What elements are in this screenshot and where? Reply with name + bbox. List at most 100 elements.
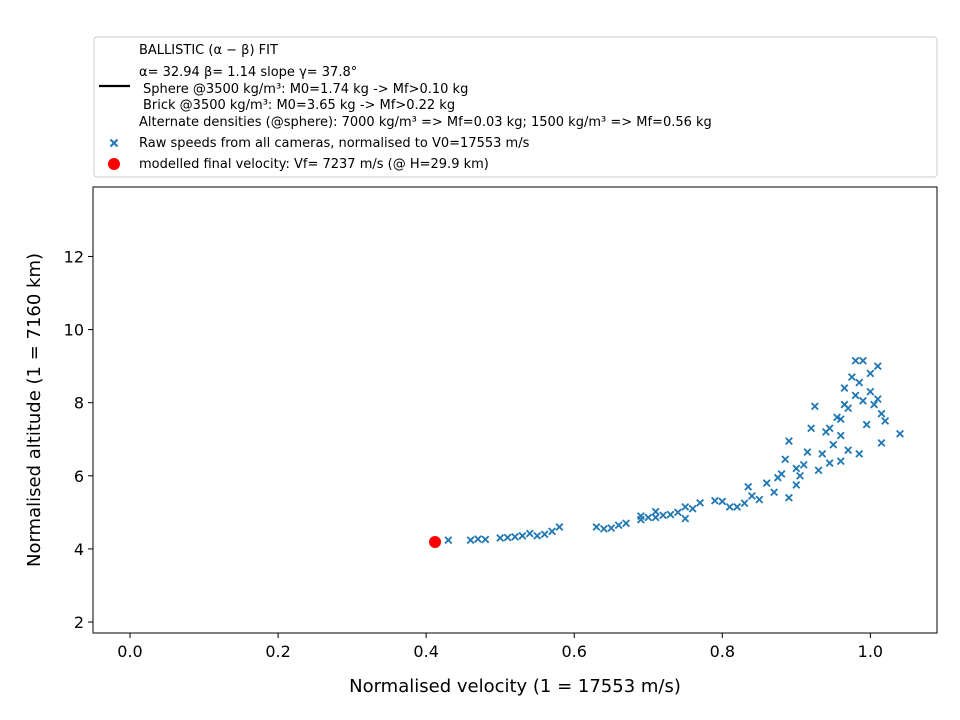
- raw-speed-point: [844, 446, 853, 455]
- raw-speed-point: [592, 523, 601, 531]
- raw-speed-point: [859, 356, 867, 365]
- raw-speed-point: [851, 391, 860, 400]
- raw-speed-point: [770, 488, 779, 497]
- legend-fit-sphere: Sphere @3500 kg/m³: M0=1.74 kg -> Mf>0.1…: [143, 82, 468, 97]
- raw-speed-point: [781, 455, 790, 464]
- raw-speed-point: [718, 497, 727, 506]
- x-tick-label: 0.2: [265, 642, 290, 661]
- raw-speed-point: [855, 378, 864, 387]
- raw-speed-point: [733, 502, 742, 511]
- y-tick-label: 6: [74, 467, 84, 486]
- raw-speed-point: [844, 404, 853, 413]
- raw-speed-point: [777, 470, 786, 478]
- legend-raw-label: Raw speeds from all cameras, normalised …: [139, 136, 530, 151]
- raw-speed-point: [807, 424, 816, 433]
- raw-speed-point: [840, 384, 849, 393]
- raw-speed-point: [533, 531, 542, 540]
- raw-speed-point: [836, 431, 845, 440]
- raw-speed-point: [803, 448, 812, 456]
- raw-speed-point: [525, 529, 534, 538]
- legend-frame: [93, 36, 938, 178]
- raw-speed-point: [644, 513, 653, 522]
- raw-speed-point: [896, 429, 904, 438]
- raw-speed-point: [784, 493, 793, 502]
- y-tick-label: 2: [74, 613, 84, 632]
- legend-fit-params: α= 32.94 β= 1.14 slope γ= 37.8°: [139, 65, 357, 80]
- raw-speed-point: [651, 507, 660, 516]
- raw-speed-point: [862, 420, 871, 429]
- raw-speed-point: [818, 449, 827, 458]
- raw-speed-point: [740, 499, 749, 508]
- raw-speed-point: [725, 502, 734, 511]
- y-axis-label: Normalised altitude (1 = 7160 km): [24, 253, 45, 567]
- raw-speed-point: [784, 437, 793, 446]
- raw-speed-point: [444, 536, 453, 545]
- raw-speed-point: [518, 531, 527, 540]
- raw-speed-point: [866, 369, 875, 378]
- legend-fit-brick: Brick @3500 kg/m³: M0=3.65 kg -> Mf>0.22…: [143, 98, 455, 113]
- y-tick-label: 8: [74, 394, 84, 413]
- raw-speed-point: [855, 449, 864, 458]
- raw-speed-point: [466, 536, 475, 545]
- y-tick-label: 4: [74, 540, 84, 559]
- raw-speed-point: [866, 387, 875, 396]
- raw-speed-point: [511, 532, 519, 541]
- raw-speed-point: [496, 534, 505, 542]
- raw-speed-point: [792, 481, 801, 489]
- raw-speed-point: [659, 511, 668, 520]
- y-tick-label: 10: [64, 321, 84, 340]
- raw-speed-point: [540, 530, 549, 539]
- raw-speed-point: [548, 527, 556, 536]
- legend-final-label: modelled final velocity: Vf= 7237 m/s (@…: [139, 157, 489, 172]
- raw-speed-point: [666, 510, 675, 519]
- raw-speed-point: [607, 524, 616, 533]
- raw-speed-point: [622, 519, 630, 528]
- raw-speed-point: [836, 415, 845, 424]
- plot-area: [92, 186, 938, 634]
- raw-speed-point: [873, 395, 882, 403]
- legend-raw-marker: [109, 138, 119, 148]
- raw-speed-point: [796, 471, 804, 480]
- legend-fit-alt: Alternate densities (@sphere): 7000 kg/m…: [139, 115, 712, 130]
- raw-speed-point: [636, 512, 645, 520]
- raw-speed-point: [474, 535, 482, 543]
- raw-speed-point: [870, 400, 879, 409]
- x-tick-label: 0.4: [413, 642, 438, 661]
- raw-speed-point: [755, 495, 764, 504]
- raw-speed-point: [877, 409, 886, 418]
- raw-speed-point: [696, 498, 705, 507]
- raw-speed-point: [873, 362, 882, 371]
- raw-speed-point: [503, 533, 512, 542]
- raw-speed-point: [847, 373, 856, 382]
- raw-speed-point: [614, 521, 623, 530]
- raw-speed-point: [673, 508, 682, 517]
- raw-speed-point: [881, 417, 890, 425]
- raw-speed-point: [747, 491, 756, 500]
- x-tick-label: 0.8: [710, 642, 735, 661]
- raw-speed-point: [599, 524, 608, 533]
- legend: BALLISTIC (α − β) FIT α= 32.94 β= 1.14 s…: [93, 36, 938, 178]
- raw-speed-point: [859, 396, 867, 405]
- raw-speed-point: [836, 457, 845, 466]
- raw-speed-point: [810, 402, 819, 411]
- raw-speed-point: [681, 514, 690, 523]
- y-axis: 2 4 6 8 10 12: [64, 247, 93, 632]
- raw-speed-point: [481, 535, 490, 544]
- legend-fit-title: BALLISTIC (α − β) FIT: [139, 43, 278, 58]
- x-axis-label: Normalised velocity (1 = 17553 m/s): [349, 676, 681, 697]
- raw-speed-point: [851, 356, 860, 365]
- x-tick-label: 0.0: [117, 642, 142, 661]
- raw-speed-point: [681, 502, 690, 511]
- y-tick-label: 12: [64, 247, 84, 266]
- raw-speed-point: [688, 504, 697, 513]
- legend-final-marker: [108, 158, 120, 170]
- raw-speed-point: [710, 496, 719, 505]
- raw-speed-point: [814, 466, 823, 475]
- raw-speed-point: [651, 513, 660, 522]
- final-velocity-point: [429, 535, 442, 548]
- raw-speed-point: [825, 459, 834, 467]
- raw-speed-point: [829, 440, 838, 449]
- raw-speed-point: [799, 460, 808, 469]
- raw-speed-point: [792, 464, 801, 473]
